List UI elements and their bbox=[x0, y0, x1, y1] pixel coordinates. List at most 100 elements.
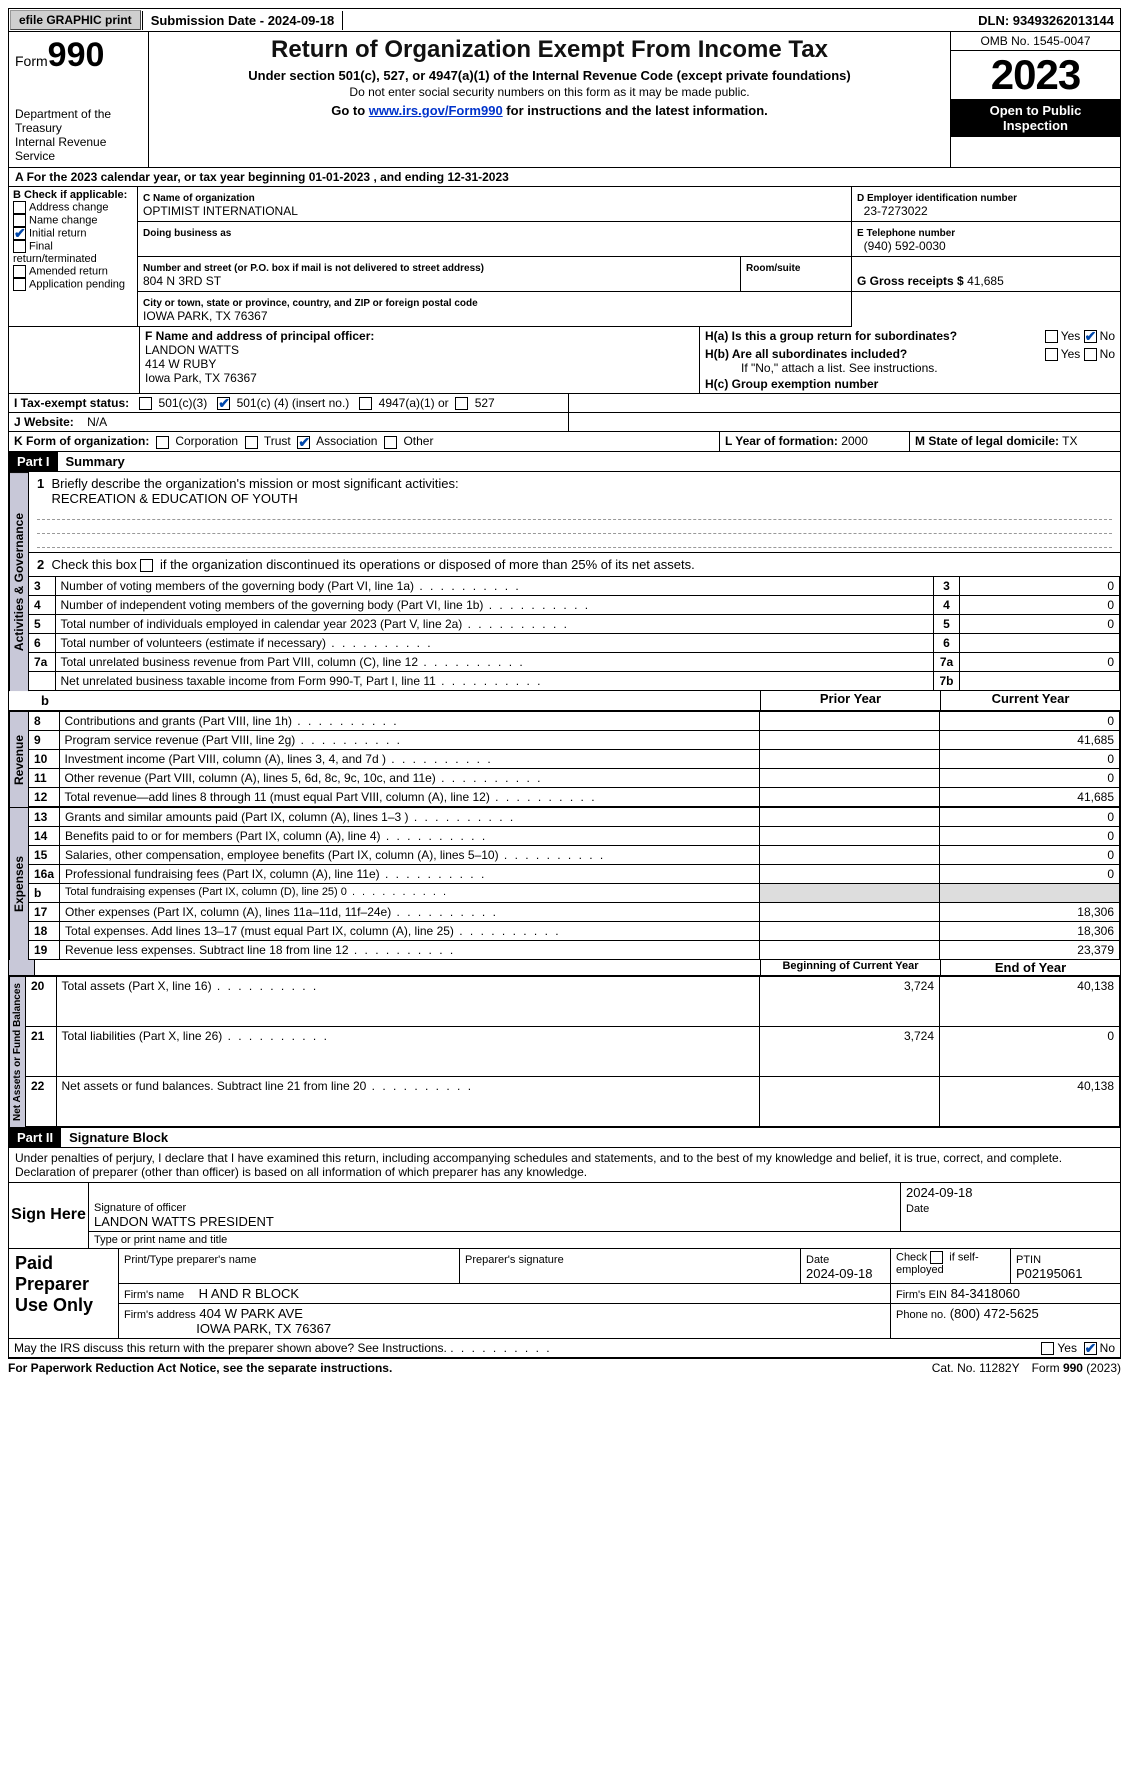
box-d-e-g: D Employer identification number 23-7273… bbox=[851, 187, 1121, 327]
header-left: Form990 Department of the Treasury Inter… bbox=[9, 32, 149, 167]
h-a-no-checkbox[interactable] bbox=[1084, 330, 1097, 343]
sign-date: 2024-09-18 bbox=[906, 1185, 973, 1200]
sidebar-net-assets: Net Assets or Fund Balances bbox=[9, 976, 26, 1127]
cat-no: Cat. No. 11282Y bbox=[920, 1361, 1032, 1375]
form-subtitle: Under section 501(c), 527, or 4947(a)(1)… bbox=[157, 68, 942, 83]
boxb-checkbox[interactable] bbox=[13, 278, 26, 291]
sign-here-block: Sign Here Signature of officerLANDON WAT… bbox=[8, 1183, 1121, 1249]
discuss-yes-checkbox[interactable] bbox=[1041, 1342, 1054, 1355]
h-a-yes-checkbox[interactable] bbox=[1045, 330, 1058, 343]
form-number: 990 bbox=[48, 36, 105, 74]
officer-row: F Name and address of principal officer:… bbox=[8, 327, 1121, 394]
identity-section: B Check if applicable: Address changeNam… bbox=[8, 187, 1121, 327]
governance-table: 3Number of voting members of the governi… bbox=[29, 576, 1120, 691]
irs-label: Internal Revenue Service bbox=[15, 135, 142, 163]
paid-preparer-label: Paid Preparer Use Only bbox=[9, 1249, 119, 1338]
part1-title: Summary bbox=[58, 452, 133, 471]
h-b-yes-checkbox[interactable] bbox=[1045, 348, 1058, 361]
beg-end-header: Beginning of Current Year End of Year bbox=[8, 960, 1121, 976]
treasury-dept: Department of the Treasury bbox=[15, 107, 142, 135]
net-assets-table: 20Total assets (Part X, line 16)3,72440,… bbox=[26, 976, 1120, 1127]
part1-body: Activities & Governance 1 Briefly descri… bbox=[8, 472, 1121, 691]
org-street: 804 N 3RD ST bbox=[143, 274, 221, 288]
i-4947-checkbox[interactable] bbox=[359, 397, 372, 410]
efile-print-button[interactable]: efile GRAPHIC print bbox=[10, 10, 141, 30]
boxb-checkbox[interactable] bbox=[13, 265, 26, 278]
state-domicile: TX bbox=[1062, 434, 1077, 448]
org-name: OPTIMIST INTERNATIONAL bbox=[143, 204, 298, 218]
dln-value: DLN: 93493262013144 bbox=[972, 11, 1120, 30]
boxb-checkbox[interactable] bbox=[13, 201, 26, 214]
tax-year: 2023 bbox=[951, 51, 1120, 99]
part2-bar: Part II Signature Block bbox=[8, 1128, 1121, 1148]
org-city: IOWA PARK, TX 76367 bbox=[143, 309, 268, 323]
officer-name: LANDON WATTS bbox=[145, 343, 239, 357]
tax-year-line: A For the 2023 calendar year, or tax yea… bbox=[8, 168, 1121, 187]
part2-title: Signature Block bbox=[61, 1128, 176, 1147]
submission-date: Submission Date - 2024-09-18 bbox=[142, 11, 344, 30]
header-right: OMB No. 1545-0047 2023 Open to Public In… bbox=[950, 32, 1120, 167]
box-c: C Name of organizationOPTIMIST INTERNATI… bbox=[138, 187, 851, 327]
self-employed-checkbox[interactable] bbox=[930, 1251, 943, 1264]
boxk-checkbox[interactable] bbox=[156, 436, 169, 449]
firm-addr1: 404 W PARK AVE bbox=[199, 1306, 303, 1321]
firm-addr2: IOWA PARK, TX 76367 bbox=[196, 1321, 331, 1336]
box-h: H(a) Is this a group return for subordin… bbox=[700, 327, 1120, 393]
omb-number: OMB No. 1545-0047 bbox=[951, 32, 1120, 51]
prep-date: 2024-09-18 bbox=[806, 1266, 873, 1281]
part1-bar: Part I Summary bbox=[8, 452, 1121, 472]
tax-exempt-row: I Tax-exempt status: 501(c)(3) 501(c) (4… bbox=[8, 394, 1121, 413]
top-bar: efile GRAPHIC print Submission Date - 20… bbox=[8, 8, 1121, 32]
firm-ein: 84-3418060 bbox=[951, 1286, 1020, 1301]
sidebar-expenses: Expenses bbox=[9, 807, 29, 960]
ssn-warning: Do not enter social security numbers on … bbox=[157, 85, 942, 99]
boxk-checkbox[interactable] bbox=[245, 436, 258, 449]
paid-preparer-block: Paid Preparer Use Only Print/Type prepar… bbox=[8, 1249, 1121, 1339]
sidebar-revenue: Revenue bbox=[9, 711, 29, 807]
irs-discuss-row: May the IRS discuss this return with the… bbox=[8, 1339, 1121, 1358]
i-527-checkbox[interactable] bbox=[455, 397, 468, 410]
part2-label: Part II bbox=[9, 1128, 61, 1147]
h-b-no-checkbox[interactable] bbox=[1084, 348, 1097, 361]
ptin-value: P02195061 bbox=[1016, 1266, 1083, 1281]
boxk-checkbox[interactable] bbox=[384, 436, 397, 449]
i-501c-checkbox[interactable] bbox=[217, 397, 230, 410]
open-to-public-box: Open to Public Inspection bbox=[951, 99, 1120, 137]
i-501c3-checkbox[interactable] bbox=[139, 397, 152, 410]
org-form-row: K Form of organization: Corporation Trus… bbox=[8, 432, 1121, 451]
paperwork-notice: For Paperwork Reduction Act Notice, see … bbox=[8, 1361, 920, 1375]
goto-line: Go to www.irs.gov/Form990 for instructio… bbox=[157, 103, 942, 118]
header-middle: Return of Organization Exempt From Incom… bbox=[149, 32, 950, 167]
discuss-no-checkbox[interactable] bbox=[1084, 1342, 1097, 1355]
officer-street: 414 W RUBY bbox=[145, 357, 216, 371]
ein-value: 23-7273022 bbox=[864, 204, 928, 218]
box-b: B Check if applicable: Address changeNam… bbox=[8, 187, 138, 327]
boxb-checkbox[interactable] bbox=[13, 227, 26, 240]
perjury-declaration: Under penalties of perjury, I declare th… bbox=[8, 1148, 1121, 1183]
form990-link[interactable]: www.irs.gov/Form990 bbox=[369, 103, 503, 118]
firm-name: H AND R BLOCK bbox=[199, 1286, 299, 1301]
officer-city: Iowa Park, TX 76367 bbox=[145, 371, 257, 385]
boxb-checkbox[interactable] bbox=[13, 240, 26, 253]
form-word: Form bbox=[15, 53, 48, 69]
officer-sig-name: LANDON WATTS PRESIDENT bbox=[94, 1214, 274, 1229]
form-header: Form990 Department of the Treasury Inter… bbox=[8, 32, 1121, 168]
part1-label: Part I bbox=[9, 452, 58, 471]
form-ref: Form 990 (2023) bbox=[1032, 1361, 1121, 1375]
website-value: N/A bbox=[87, 415, 107, 429]
sign-here-label: Sign Here bbox=[9, 1183, 89, 1248]
revenue-table: 8Contributions and grants (Part VIII, li… bbox=[29, 711, 1120, 807]
firm-phone: (800) 472-5625 bbox=[950, 1306, 1039, 1321]
prior-current-header: b Prior Year Current Year bbox=[8, 691, 1121, 711]
sidebar-governance: Activities & Governance bbox=[9, 472, 29, 691]
form-title: Return of Organization Exempt From Incom… bbox=[157, 36, 942, 64]
boxk-checkbox[interactable] bbox=[297, 436, 310, 449]
expenses-table: 13Grants and similar amounts paid (Part … bbox=[29, 807, 1120, 960]
mission-text: RECREATION & EDUCATION OF YOUTH bbox=[51, 491, 297, 506]
gross-receipts: 41,685 bbox=[967, 274, 1004, 288]
discontinued-checkbox[interactable] bbox=[140, 559, 153, 572]
year-formation: 2000 bbox=[841, 434, 868, 448]
telephone-value: (940) 592-0030 bbox=[864, 239, 946, 253]
website-row: J Website: N/A bbox=[8, 413, 1121, 432]
page-footer: For Paperwork Reduction Act Notice, see … bbox=[8, 1358, 1121, 1375]
